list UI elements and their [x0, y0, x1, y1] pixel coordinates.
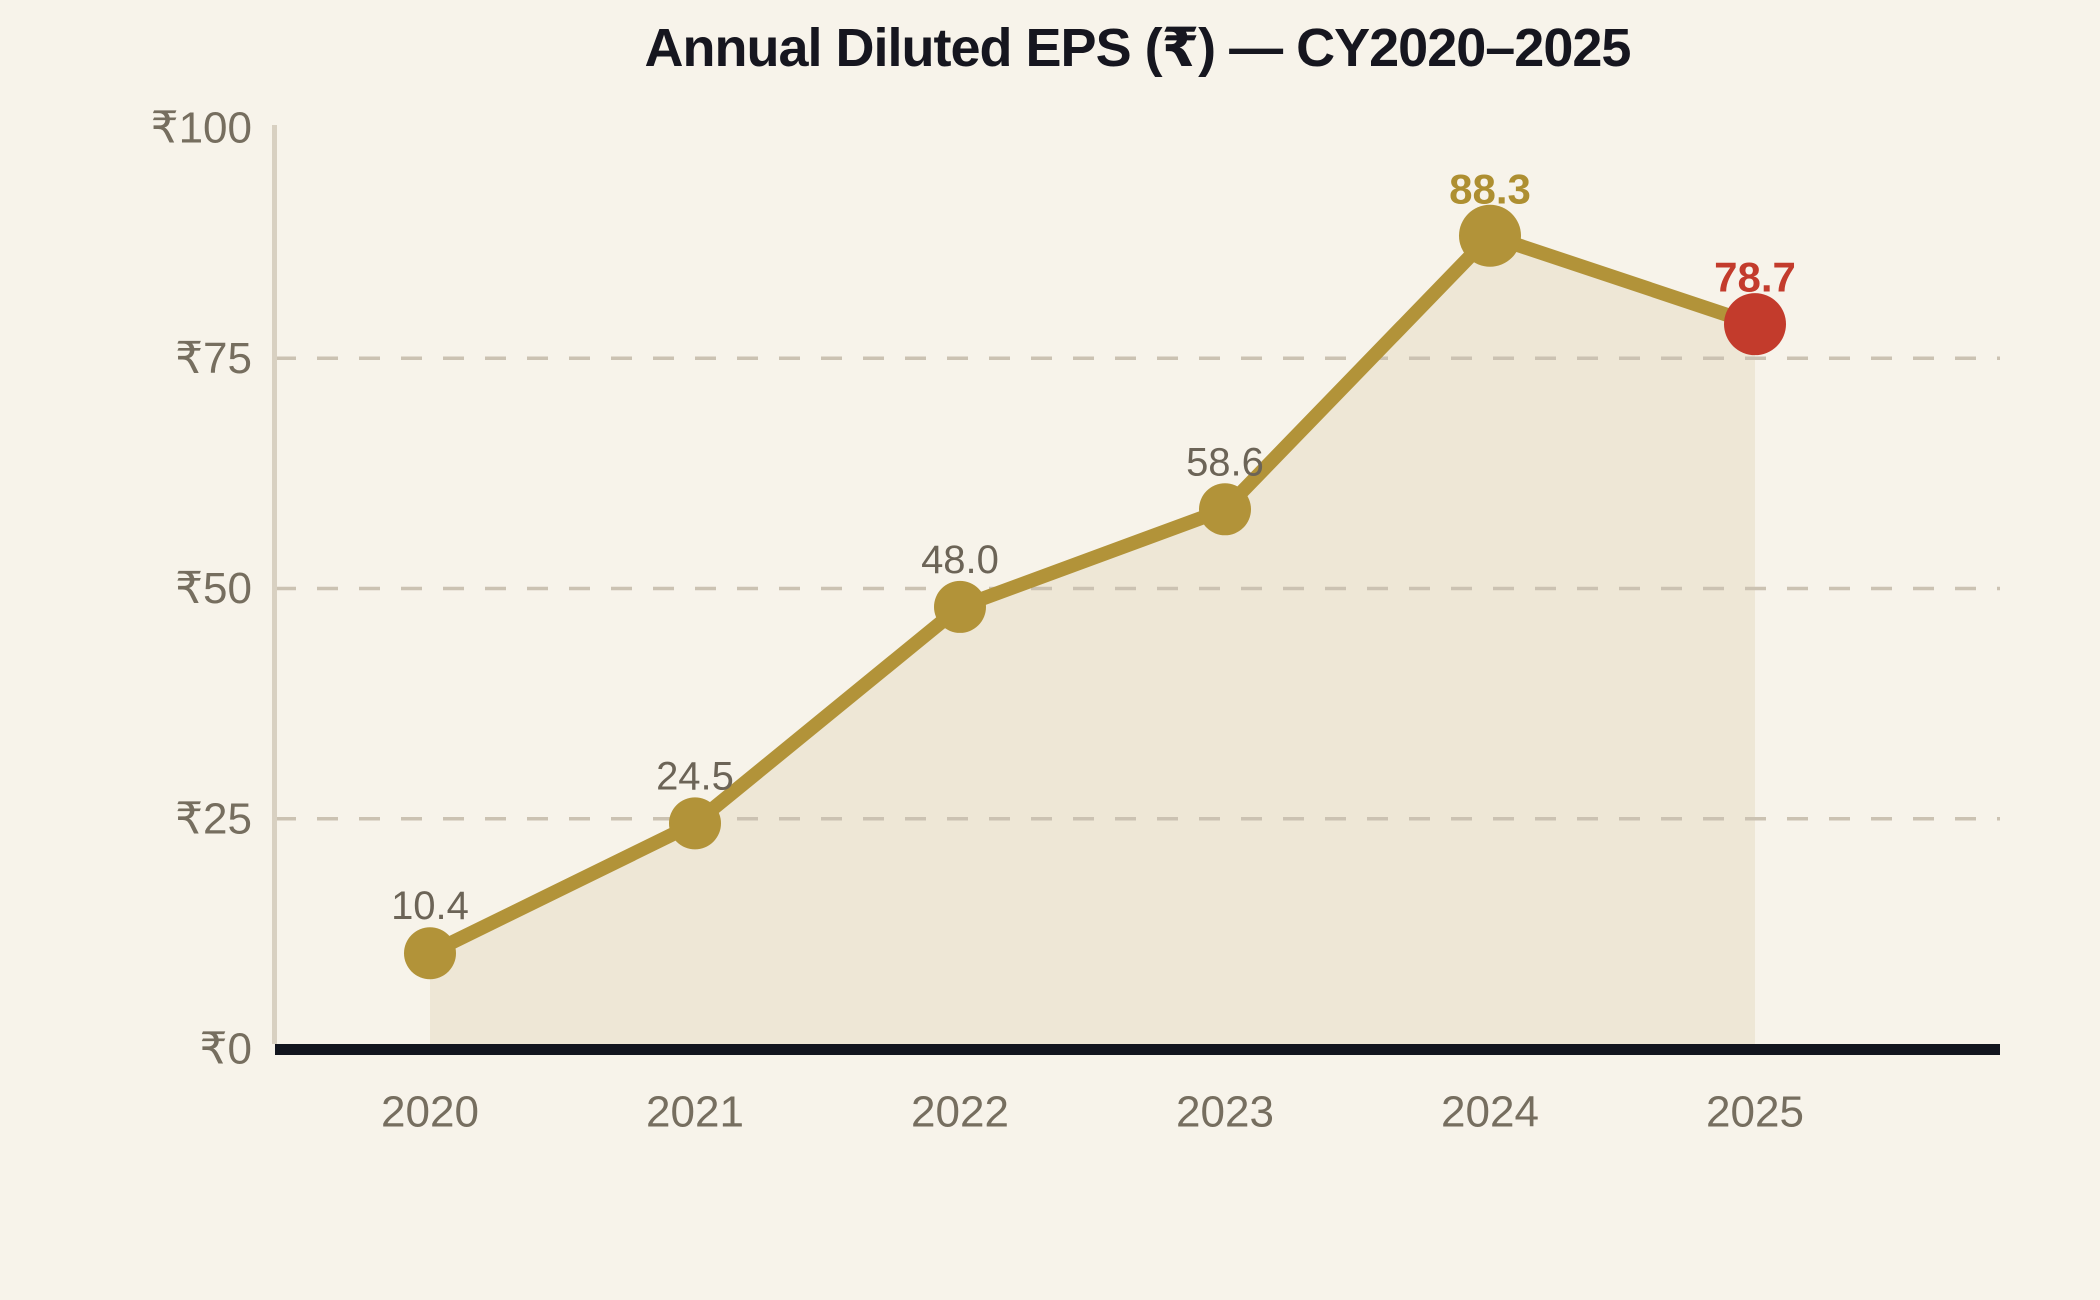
y-tick-0: ₹0: [200, 1025, 252, 1074]
value-label-2022: 48.0: [921, 538, 999, 582]
value-label-2024: 88.3: [1449, 165, 1531, 212]
x-tick-2020: 2020: [381, 1088, 479, 1137]
value-label-2021: 24.5: [656, 754, 734, 798]
area-fill: [430, 235, 1755, 1044]
x-tick-2024: 2024: [1441, 1088, 1539, 1137]
y-tick-100: ₹100: [151, 104, 252, 153]
data-point-2025: [1724, 293, 1786, 356]
value-label-2020: 10.4: [391, 884, 469, 928]
y-tick-50: ₹50: [175, 564, 252, 613]
eps-line: [423, 228, 1762, 961]
data-point-2020: [404, 927, 456, 980]
value-label-2023: 58.6: [1186, 440, 1264, 484]
chart-title: Annual Diluted EPS (₹) — CY2020–2025: [644, 18, 1632, 78]
x-tick-2023: 2023: [1176, 1088, 1274, 1137]
x-tick-2025: 2025: [1706, 1088, 1804, 1137]
data-point-2021: [669, 797, 721, 850]
y-tick-75: ₹75: [175, 334, 252, 383]
x-tick-2022: 2022: [911, 1088, 1009, 1137]
value-label-2025: 78.7: [1714, 254, 1796, 301]
y-tick-25: ₹25: [175, 794, 252, 843]
x-axis-line: [275, 1044, 2000, 1055]
x-tick-2021: 2021: [646, 1088, 744, 1137]
data-point-2022: [934, 580, 986, 633]
y-axis-line: [272, 125, 277, 1044]
data-point-2023: [1199, 483, 1251, 536]
data-point-2024: [1459, 204, 1521, 267]
